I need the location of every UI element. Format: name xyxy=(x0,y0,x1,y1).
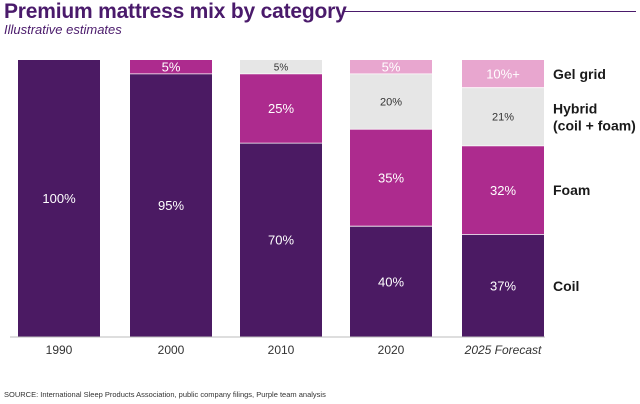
bar-gel-2025-forecast xyxy=(462,60,544,88)
data-label-coil-2010: 70% xyxy=(268,233,294,248)
data-label-coil-2000: 95% xyxy=(158,198,184,213)
data-label-coil-2020: 40% xyxy=(378,274,404,289)
bar-coil-1990 xyxy=(18,60,100,337)
x-tick-2000: 2000 xyxy=(158,343,185,357)
data-label-coil-1990: 100% xyxy=(42,191,76,206)
bar-coil-2025-forecast xyxy=(462,234,544,337)
bar-hybrid-2020 xyxy=(350,73,432,130)
data-label-hybrid-2025-forecast: 21% xyxy=(492,112,514,124)
bar-foam-2020 xyxy=(350,129,432,227)
bar-foam-2025-forecast xyxy=(462,145,544,235)
source-note: SOURCE: International Sleep Products Ass… xyxy=(4,390,326,399)
legend-label-coil: Coil xyxy=(553,278,579,294)
legend-label-gel: Gel grid xyxy=(553,66,606,82)
data-label-gel-2020: 5% xyxy=(382,60,401,75)
legend-label-hybrid: Hybrid xyxy=(553,100,597,116)
x-tick-2010: 2010 xyxy=(268,343,295,357)
bar-coil-2000 xyxy=(130,73,212,337)
bar-gel-2000 xyxy=(130,60,212,74)
data-label-gel-2000: 5% xyxy=(162,60,181,75)
chart-title: Premium mattress mix by category xyxy=(4,0,347,23)
x-tick-2020: 2020 xyxy=(378,343,405,357)
data-label-hybrid-2020: 20% xyxy=(380,97,402,109)
data-label-foam-2020: 35% xyxy=(378,170,404,185)
legend-label-foam: Foam xyxy=(553,182,590,198)
bars-group: 100% 95% 5% 70% 25% 5% 40% 35% 20% 5% 37% 32% 21% 10%… xyxy=(18,60,544,337)
x-tick-1990: 1990 xyxy=(46,343,73,357)
chart-subtitle: Illustrative estimates xyxy=(4,22,122,37)
x-tick-2025-forecast: 2025 Forecast xyxy=(464,343,542,357)
data-label-foam-2025-forecast: 32% xyxy=(490,183,516,198)
bar-hybrid-2025-forecast xyxy=(462,87,544,146)
x-axis-tick-labels: 1990 2000 2010 2020 2025 Forecast xyxy=(46,343,542,357)
bar-coil-2010 xyxy=(240,143,322,337)
legend: Coil Foam Hybrid(coil + foam) Gel grid xyxy=(553,66,636,294)
title-rule xyxy=(344,11,636,12)
data-label-foam-2010: 25% xyxy=(268,101,294,116)
data-label-gel-2010: 5% xyxy=(274,63,289,74)
bar-gel-2020 xyxy=(350,60,432,74)
bar-coil-2020 xyxy=(350,226,432,337)
data-label-coil-2025-forecast: 37% xyxy=(490,278,516,293)
bar-gel-2010 xyxy=(240,60,322,74)
legend-label-hybrid: (coil + foam) xyxy=(553,117,636,133)
data-label-gel-2025-forecast: 10%+ xyxy=(486,67,520,82)
bar-foam-2010 xyxy=(240,73,322,144)
